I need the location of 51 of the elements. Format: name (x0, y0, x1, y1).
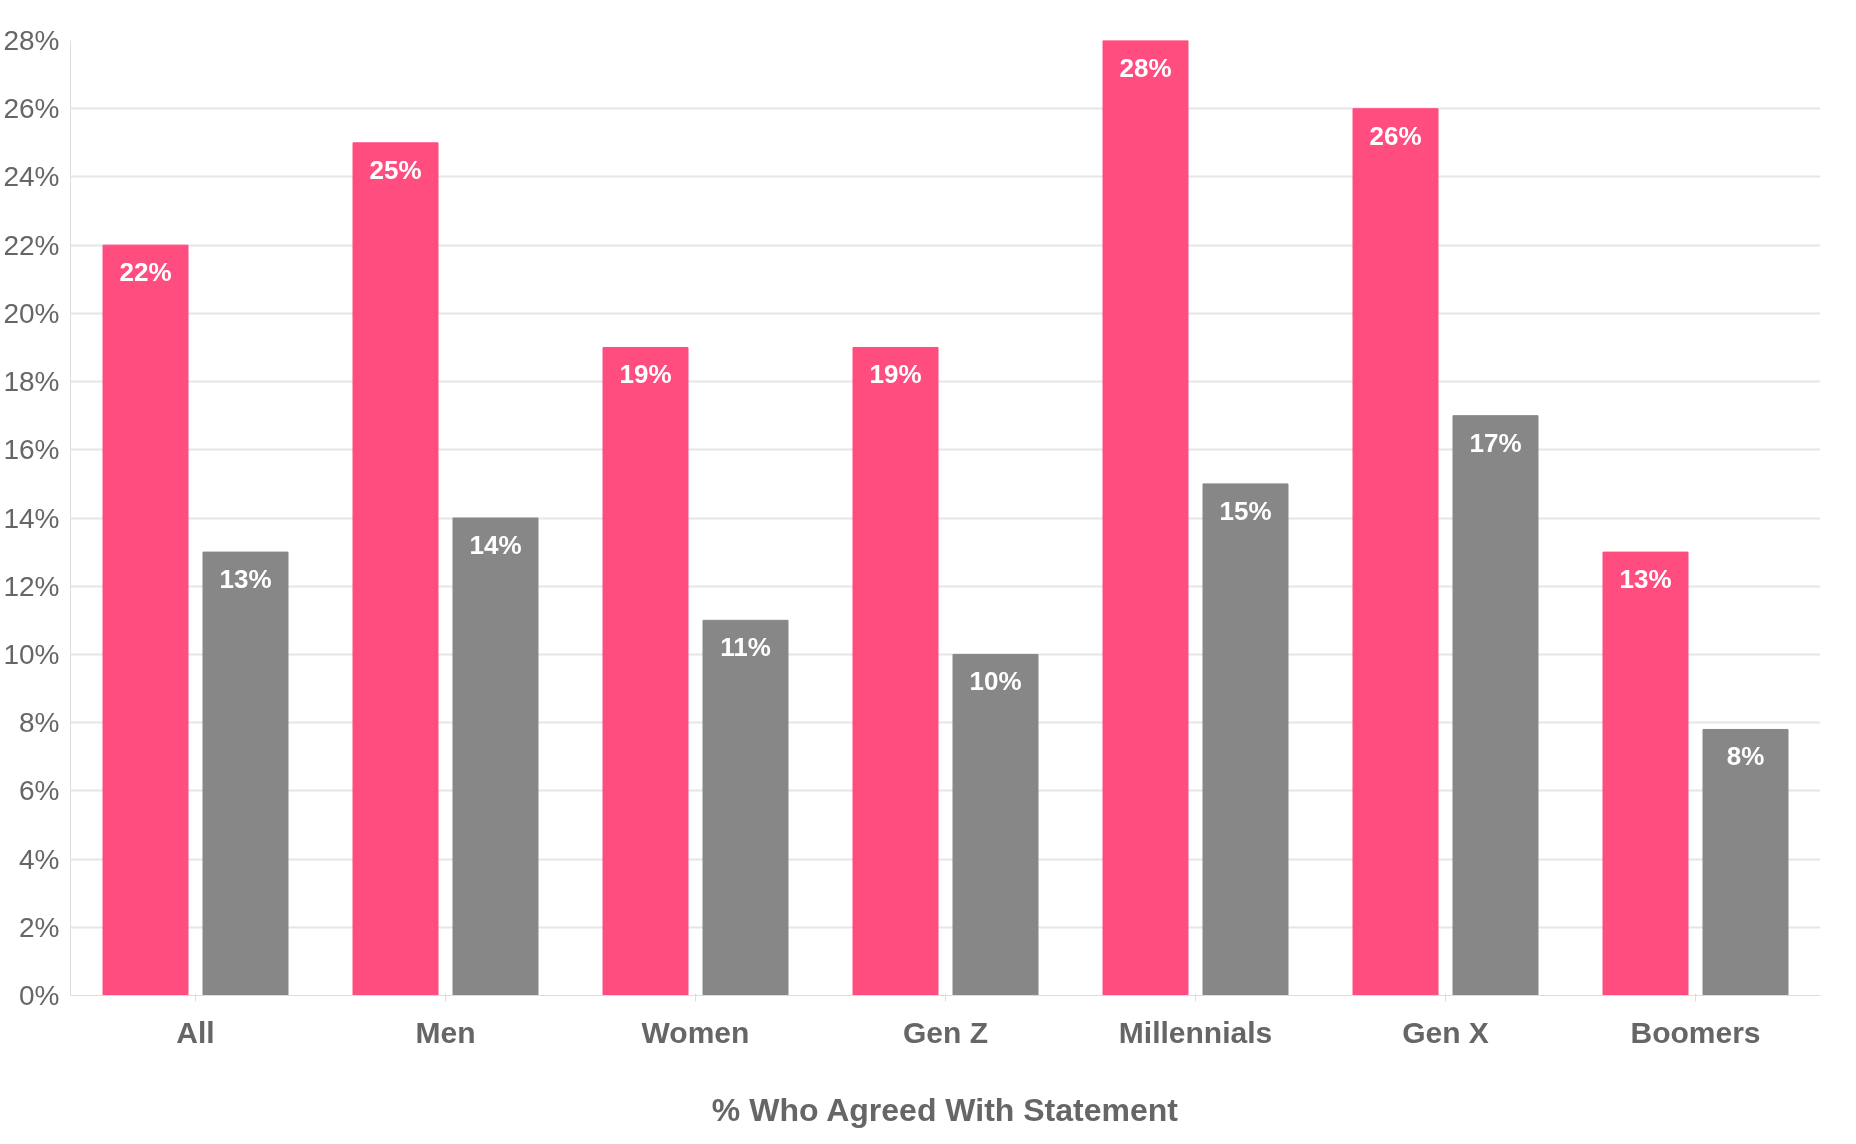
bar (702, 619, 789, 996)
bar (1702, 728, 1789, 996)
data-label: 17% (1469, 427, 1522, 458)
bar (452, 517, 539, 996)
x-axis-title: % Who Agreed With Statement (711, 1091, 1179, 1128)
data-label: 8% (1726, 741, 1765, 772)
y-tick-label: 18% (3, 366, 60, 398)
bar (352, 142, 439, 996)
y-tick-label: 10% (3, 638, 60, 670)
y-tick-label: 24% (3, 161, 60, 193)
data-label: 13% (1619, 564, 1672, 595)
bar (1202, 483, 1289, 996)
bar (852, 346, 939, 996)
bar (952, 653, 1039, 996)
bar (1602, 551, 1689, 996)
y-tick-label: 22% (3, 229, 60, 261)
x-tick-label: Women (641, 1015, 750, 1049)
data-label: 28% (1119, 52, 1172, 83)
y-tick-label: 16% (3, 434, 60, 466)
data-label: 19% (619, 359, 672, 390)
y-tick-label: 20% (3, 297, 60, 329)
x-tick-label: Boomers (1630, 1015, 1761, 1049)
y-tick-label: 0% (19, 980, 60, 1011)
bar (602, 346, 689, 996)
bar (102, 244, 189, 996)
x-tick-label: All (176, 1015, 215, 1049)
y-tick-label: 26% (3, 93, 60, 125)
data-label: 13% (219, 564, 272, 595)
x-tick-label: Gen Z (903, 1015, 989, 1049)
data-label: 14% (469, 530, 522, 560)
data-label: 22% (119, 257, 172, 288)
bar (1102, 40, 1189, 996)
y-tick-label: 14% (3, 502, 60, 534)
y-tick-label: 6% (19, 775, 60, 807)
data-label: 26% (1369, 120, 1422, 151)
data-label: 25% (369, 154, 422, 185)
x-tick-label: Gen X (1402, 1015, 1489, 1049)
y-tick-label: 8% (19, 707, 60, 739)
y-tick-label: 28% (3, 25, 60, 56)
bar (1352, 108, 1439, 996)
bar (202, 551, 289, 996)
data-label: 19% (869, 359, 922, 390)
x-tick-label: Men (415, 1015, 476, 1049)
data-label: 10% (969, 666, 1022, 697)
x-tick-label: Millennials (1118, 1015, 1273, 1049)
y-tick-label: 4% (19, 843, 60, 875)
y-tick-label: 12% (3, 570, 60, 602)
data-label: 11% (720, 632, 771, 663)
bar (1452, 415, 1539, 996)
data-label: 15% (1219, 495, 1272, 526)
y-tick-label: 2% (19, 911, 60, 943)
